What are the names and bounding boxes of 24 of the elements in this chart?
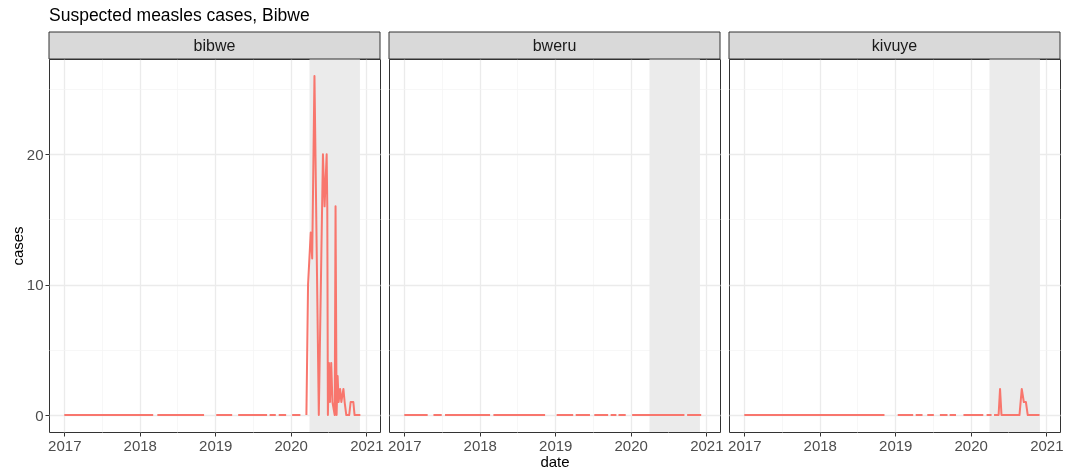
x-tick-label: 2021: [350, 436, 384, 454]
x-tick-label: 2017: [728, 436, 762, 454]
chart-title: Suspected measles cases, Bibwe: [49, 4, 310, 25]
x-tick-label: 2020: [274, 436, 308, 454]
y-tick-label: 10: [26, 276, 44, 294]
x-tick-label: 2019: [879, 436, 913, 454]
chart-subtitle: bweru: [532, 37, 577, 54]
x-tick-label: 2020: [954, 436, 988, 454]
x-axis-title: date: [540, 452, 570, 470]
x-tick-label: 2018: [123, 436, 157, 454]
x-tick-label: 2018: [463, 436, 497, 454]
x-tick-label: 2018: [803, 436, 837, 454]
x-tick-label: 2020: [614, 436, 648, 454]
x-tick-label: 2019: [539, 436, 573, 454]
x-tick-label: 2017: [388, 436, 422, 454]
y-axis-title: cases: [8, 226, 26, 266]
y-tick-label: 20: [26, 145, 44, 163]
x-tick-label: 2021: [1030, 436, 1064, 454]
x-tick-label: 2019: [199, 436, 233, 454]
x-tick-label: 2017: [48, 436, 82, 454]
x-tick-label: 2021: [690, 436, 724, 454]
y-tick-label: 0: [35, 406, 44, 424]
chart-subtitle: kivuye: [871, 37, 918, 54]
chart-subtitle: bibwe: [193, 37, 236, 54]
